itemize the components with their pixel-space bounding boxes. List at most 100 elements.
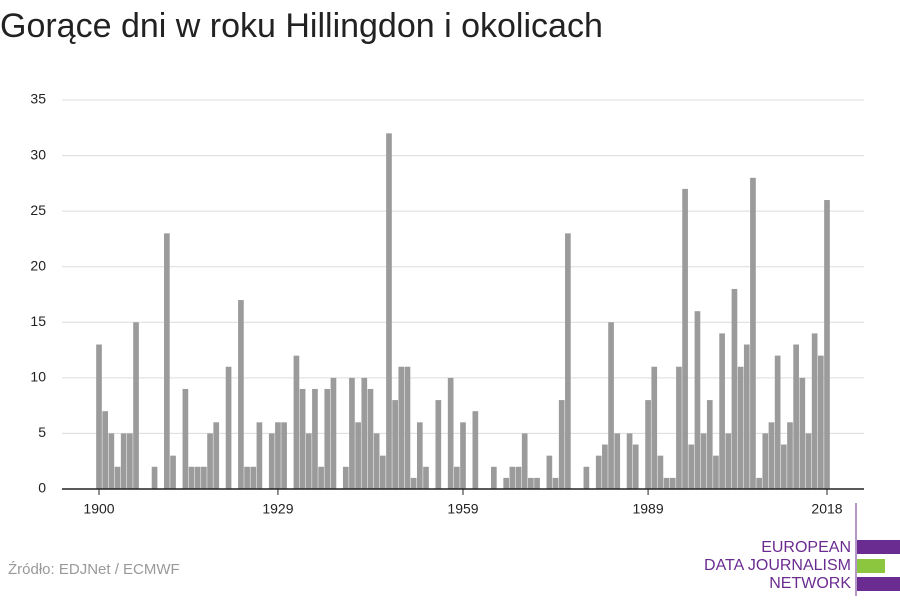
y-tick-label: 10 — [30, 369, 46, 385]
logo-bar — [857, 540, 900, 554]
bar — [558, 400, 565, 489]
bar — [453, 466, 460, 489]
y-tick-label: 25 — [30, 202, 46, 218]
bar — [762, 433, 769, 489]
y-tick-label: 35 — [30, 91, 46, 107]
bar — [188, 466, 195, 489]
bar — [546, 455, 553, 489]
bar — [207, 433, 213, 489]
bar — [528, 477, 534, 489]
x-tick-label: 1900 — [83, 501, 114, 517]
bar — [293, 355, 300, 489]
bar — [108, 433, 115, 489]
bar — [534, 477, 540, 489]
logo-text: DATA JOURNALISM — [704, 557, 851, 574]
bar — [694, 311, 701, 489]
bar — [706, 400, 713, 489]
bar — [595, 455, 602, 489]
bar — [688, 444, 695, 489]
bar — [750, 177, 756, 490]
bar — [669, 477, 676, 489]
bar — [275, 422, 281, 489]
bar — [151, 466, 158, 489]
bar — [416, 422, 423, 489]
bar — [238, 300, 244, 489]
bar — [743, 344, 750, 489]
bar — [349, 377, 355, 489]
bar — [114, 466, 121, 489]
bar — [491, 466, 497, 489]
bar — [509, 466, 516, 489]
bar — [120, 433, 127, 489]
logo-bar — [857, 577, 900, 591]
logo: EUROPEAN DATA JOURNALISM NETWORK — [704, 503, 900, 596]
bar — [700, 433, 707, 489]
bar — [626, 433, 633, 489]
bar — [805, 433, 812, 489]
bar — [256, 422, 263, 489]
bar — [663, 477, 670, 489]
source: Źródło: EDJNet / ECMWF — [8, 561, 180, 578]
bar — [521, 433, 528, 489]
bar — [737, 366, 744, 489]
bar — [312, 388, 318, 489]
bar — [614, 433, 621, 489]
x-tick-label: 1989 — [632, 501, 663, 517]
bar — [379, 455, 386, 489]
bar — [756, 477, 762, 489]
bar — [799, 377, 806, 489]
bar — [133, 322, 139, 489]
bar — [244, 466, 250, 489]
bar — [824, 200, 830, 489]
bar — [318, 466, 324, 489]
bar — [583, 466, 590, 489]
bar — [780, 444, 787, 489]
bar — [268, 433, 275, 489]
bar — [731, 288, 738, 489]
bar — [774, 355, 781, 489]
bar — [632, 444, 639, 489]
bar — [361, 377, 368, 489]
bar — [608, 322, 614, 489]
logo-bar — [857, 559, 885, 573]
bar — [170, 455, 176, 489]
bar — [460, 422, 466, 489]
bar — [410, 477, 417, 489]
bar — [565, 233, 571, 489]
y-tick-label: 20 — [30, 257, 46, 273]
x-tick-label: 1929 — [262, 501, 293, 517]
bar — [657, 455, 664, 489]
bar — [225, 366, 232, 489]
bar — [725, 433, 732, 489]
y-tick-label: 0 — [38, 480, 46, 496]
bar — [713, 455, 719, 489]
bar — [194, 466, 201, 489]
bar — [324, 388, 331, 489]
bar — [682, 188, 688, 489]
bar — [250, 466, 257, 489]
bar — [201, 466, 207, 489]
bar — [472, 411, 479, 489]
bar — [645, 400, 651, 489]
bar — [386, 133, 392, 490]
bar — [213, 422, 220, 489]
bar — [602, 444, 608, 489]
bar — [342, 466, 349, 489]
bar — [719, 333, 725, 489]
bar — [305, 433, 312, 489]
bar — [503, 477, 510, 489]
bar — [96, 344, 102, 489]
bar — [299, 388, 306, 489]
bar — [404, 366, 411, 489]
x-tick-label: 1959 — [447, 501, 478, 517]
bar — [367, 388, 374, 489]
logo-text: EUROPEAN — [761, 539, 851, 556]
y-tick-label: 15 — [30, 313, 46, 329]
bar — [676, 366, 682, 489]
bar — [515, 466, 522, 489]
bar — [330, 377, 337, 489]
bar — [373, 433, 380, 489]
bar — [435, 400, 442, 489]
bar — [552, 477, 559, 489]
